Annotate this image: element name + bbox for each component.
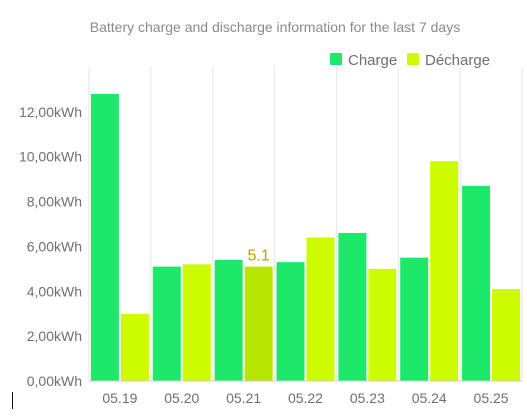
y-tick-label: 10,00kWh bbox=[19, 149, 82, 165]
bar-d-charge-05.22[interactable] bbox=[306, 237, 335, 381]
x-axis: 05.19 05.20 05.21 05.22 05.23 05.24 05.25 bbox=[102, 390, 508, 406]
bar-d-charge-05.19[interactable] bbox=[120, 313, 149, 381]
bar-d-charge-05.24[interactable] bbox=[430, 161, 459, 381]
bar-d-charge-05.23[interactable] bbox=[368, 268, 397, 381]
bar-charge-05.25[interactable] bbox=[462, 185, 491, 381]
bar-charge-05.19[interactable] bbox=[90, 93, 119, 382]
chart-title: Battery charge and discharge information… bbox=[90, 19, 460, 35]
legend-swatch-decharge[interactable] bbox=[407, 53, 419, 65]
bar-charge-05.24[interactable] bbox=[400, 257, 429, 381]
y-tick-label: 6,00kWh bbox=[27, 238, 82, 254]
bar-d-charge-05.25[interactable] bbox=[492, 289, 521, 381]
legend-swatch-charge[interactable] bbox=[330, 53, 342, 65]
x-tick-label: 05.23 bbox=[350, 390, 385, 406]
x-tick-label: 05.20 bbox=[164, 390, 199, 406]
bar-d-charge-05.21[interactable] bbox=[244, 266, 273, 381]
bar-charge-05.22[interactable] bbox=[276, 262, 305, 381]
x-tick-label: 05.25 bbox=[474, 390, 509, 406]
legend-label-charge[interactable]: Charge bbox=[348, 52, 397, 69]
x-tick-label: 05.19 bbox=[102, 390, 137, 406]
y-axis: 0,00kWh 2,00kWh 4,00kWh 6,00kWh 8,00kWh 10,00… bbox=[19, 104, 82, 389]
y-tick-label: 8,00kWh bbox=[27, 194, 82, 210]
y-tick-label: 0,00kWh bbox=[27, 373, 82, 389]
bars bbox=[90, 93, 521, 382]
bar-d-charge-05.20[interactable] bbox=[182, 264, 211, 381]
x-tick-label: 05.21 bbox=[226, 390, 261, 406]
bar-charge-05.21[interactable] bbox=[214, 259, 243, 381]
bar-charge-05.20[interactable] bbox=[152, 266, 181, 381]
legend: Charge Décharge bbox=[330, 52, 490, 69]
legend-label-decharge[interactable]: Décharge bbox=[425, 52, 490, 69]
x-tick-label: 05.24 bbox=[412, 390, 447, 406]
y-tick-label: 2,00kWh bbox=[27, 328, 82, 344]
data-labels: 5.1 bbox=[248, 248, 270, 265]
grid bbox=[88, 67, 523, 381]
x-tick-label: 05.22 bbox=[288, 390, 323, 406]
data-label: 5.1 bbox=[248, 248, 270, 265]
y-tick-label: 12,00kWh bbox=[19, 104, 82, 120]
text-cursor bbox=[12, 392, 13, 409]
y-tick-label: 4,00kWh bbox=[27, 283, 82, 299]
bar-charge-05.23[interactable] bbox=[338, 232, 367, 381]
